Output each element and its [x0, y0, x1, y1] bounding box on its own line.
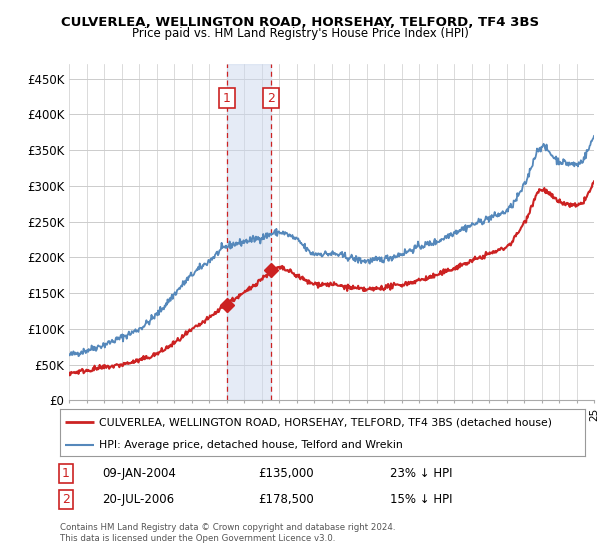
- Text: 20-JUL-2006: 20-JUL-2006: [102, 493, 174, 506]
- Text: £178,500: £178,500: [258, 493, 314, 506]
- Text: 15% ↓ HPI: 15% ↓ HPI: [390, 493, 452, 506]
- Text: 1: 1: [62, 466, 70, 480]
- Text: 2: 2: [267, 91, 275, 105]
- Text: 09-JAN-2004: 09-JAN-2004: [102, 466, 176, 480]
- Text: 1: 1: [223, 91, 231, 105]
- Text: 23% ↓ HPI: 23% ↓ HPI: [390, 466, 452, 480]
- Text: Price paid vs. HM Land Registry's House Price Index (HPI): Price paid vs. HM Land Registry's House …: [131, 27, 469, 40]
- Text: £135,000: £135,000: [258, 466, 314, 480]
- Text: 2: 2: [62, 493, 70, 506]
- Text: Contains HM Land Registry data © Crown copyright and database right 2024.: Contains HM Land Registry data © Crown c…: [60, 523, 395, 532]
- Text: HPI: Average price, detached house, Telford and Wrekin: HPI: Average price, detached house, Telf…: [100, 440, 403, 450]
- Text: This data is licensed under the Open Government Licence v3.0.: This data is licensed under the Open Gov…: [60, 534, 335, 543]
- Text: CULVERLEA, WELLINGTON ROAD, HORSEHAY, TELFORD, TF4 3BS: CULVERLEA, WELLINGTON ROAD, HORSEHAY, TE…: [61, 16, 539, 29]
- Bar: [227, 64, 271, 400]
- Text: CULVERLEA, WELLINGTON ROAD, HORSEHAY, TELFORD, TF4 3BS (detached house): CULVERLEA, WELLINGTON ROAD, HORSEHAY, TE…: [100, 417, 553, 427]
